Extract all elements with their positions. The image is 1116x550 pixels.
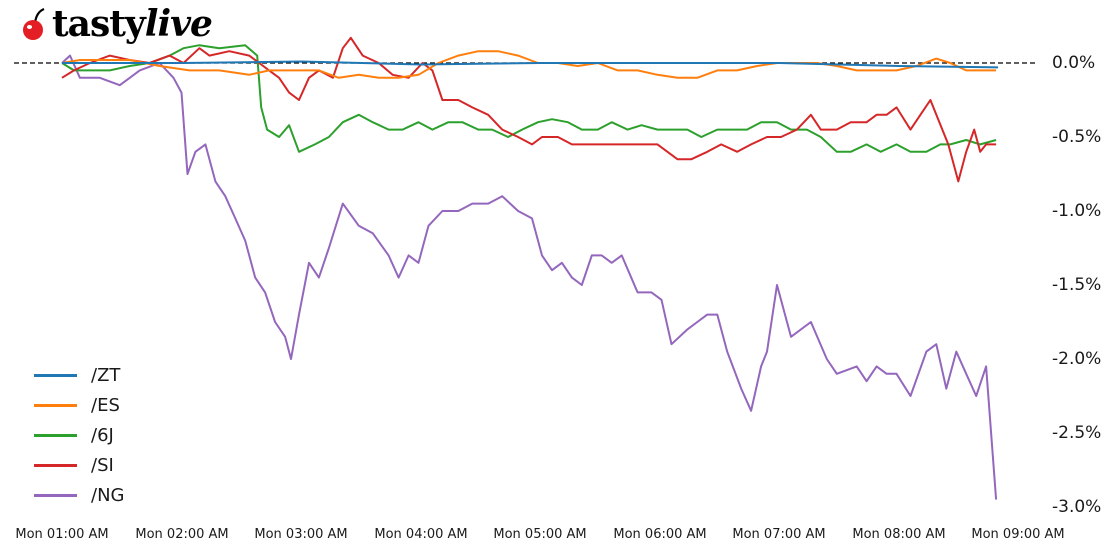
legend-swatch-si [34,463,77,467]
y-tick-label: -0.5% [1052,127,1102,147]
brand-logo: tastylive [20,2,213,46]
legend-item-6j[interactable]: /6J [34,420,124,450]
x-tick-label: Mon 06:00 AM [613,527,707,542]
x-tick-label: Mon 07:00 AM [732,527,826,542]
series-line-zt [62,60,999,69]
y-tick-label: -1.5% [1052,275,1102,295]
x-tick-label: Mon 03:00 AM [254,527,348,542]
legend-item-si[interactable]: /SI [34,450,124,480]
series-line-si [61,36,997,183]
legend-item-ng[interactable]: /NG [34,480,124,510]
legend-label: /ZT [91,364,121,386]
legend-item-zt[interactable]: /ZT [34,360,124,390]
x-tick-label: Mon 02:00 AM [135,527,229,542]
legend-swatch-zt [34,373,77,377]
y-tick-label: -2.5% [1052,423,1102,443]
legend-label: /6J [91,424,114,446]
legend-label: /ES [91,394,120,416]
brand-name: tastylive [52,2,213,46]
cherry-icon [23,7,45,40]
series-line-6j [61,44,997,153]
series-lines [61,36,999,500]
y-tick-label: -1.0% [1052,201,1102,221]
chart-legend: /ZT /ES /6J /SI /NG [34,360,124,510]
legend-item-es[interactable]: /ES [34,390,124,420]
legend-swatch-6j [34,433,77,437]
legend-label: /NG [91,484,125,506]
y-tick-label: -3.0% [1052,497,1102,517]
brand-name-part2: live [144,3,213,45]
series-line-ng [61,54,998,500]
x-tick-label: Mon 05:00 AM [493,527,587,542]
legend-swatch-ng [34,493,77,497]
x-tick-label: Mon 08:00 AM [852,527,946,542]
y-tick-label: -2.0% [1052,349,1102,369]
series-line-es [61,50,997,79]
x-tick-label: Mon 09:00 AM [971,527,1065,542]
x-tick-label: Mon 01:00 AM [15,527,109,542]
x-tick-label: Mon 04:00 AM [374,527,468,542]
legend-label: /SI [91,454,114,476]
brand-name-part1: tasty [52,3,146,45]
y-tick-label: 0.0% [1052,53,1096,73]
legend-swatch-es [34,403,77,407]
